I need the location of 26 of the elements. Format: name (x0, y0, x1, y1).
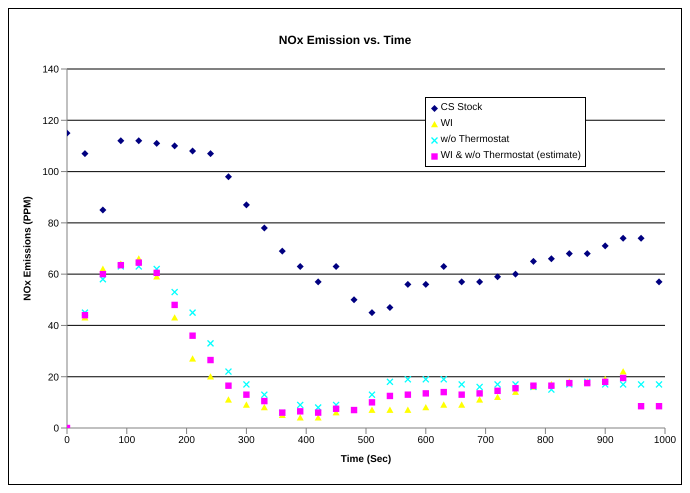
x-tick-label: 900 (596, 435, 614, 446)
y-tick-label: 20 (48, 372, 60, 384)
x-tick-label: 300 (238, 435, 256, 446)
x-tick-label: 800 (537, 435, 554, 446)
x-tick-label: 700 (477, 435, 494, 446)
x-tick-label: 400 (298, 435, 315, 446)
x-tick-label: 1000 (654, 435, 677, 446)
legend-label: w/o Thermostat (440, 133, 510, 147)
y-tick-label: 60 (48, 270, 60, 281)
y-tick-label: 80 (48, 218, 60, 230)
legend-label: WI (440, 117, 453, 131)
chart-title: NOx Emission vs. Time (278, 33, 412, 47)
legend-label: CS Stock (440, 101, 482, 115)
x-axis-title: Time (Sec) (340, 454, 392, 465)
x-tick-label: 200 (178, 435, 196, 446)
x-tick-label: 100 (118, 435, 136, 446)
y-tick-label: 140 (42, 64, 60, 76)
y-tick-label: 120 (42, 116, 60, 127)
x-tick-label: 0 (64, 435, 70, 446)
y-tick-label: 0 (53, 424, 60, 435)
legend-label: WI & w/o Thermostat (estimate) (440, 149, 581, 163)
y-tick-label: 40 (48, 320, 60, 332)
y-tick-label: 100 (42, 167, 60, 178)
x-tick-label: 500 (358, 435, 375, 446)
y-axis-title: NOx Emissions (PPM) (22, 196, 34, 301)
x-tick-label: 600 (417, 435, 435, 446)
